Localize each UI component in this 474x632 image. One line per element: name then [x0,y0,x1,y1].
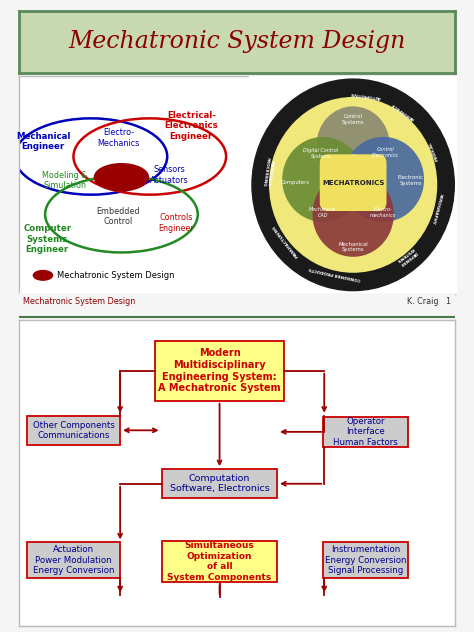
Text: Computers: Computers [281,180,310,185]
Text: Modern
Multidisciplinary
Engineering System:
A Mechatronic System: Modern Multidisciplinary Engineering Sys… [158,348,281,393]
Text: Simultaneous
Optimization
of all
System Components: Simultaneous Optimization of all System … [167,542,272,581]
FancyBboxPatch shape [323,542,408,578]
Ellipse shape [324,167,383,198]
Text: Control
Electronics: Control Electronics [372,147,399,157]
Text: AEROSPACE: AEROSPACE [391,101,415,120]
Text: Mechatronic System Design: Mechatronic System Design [23,298,136,307]
FancyBboxPatch shape [155,341,284,401]
Text: Embedded
Control: Embedded Control [97,207,140,226]
Text: Control
Systems: Control Systems [342,114,365,125]
Text: Other Components
Communications: Other Components Communications [33,421,114,440]
FancyBboxPatch shape [323,416,408,447]
Circle shape [282,137,364,222]
Circle shape [343,137,424,222]
Text: Controls
Engineer: Controls Engineer [158,214,194,233]
Text: AUTOMOTIVE: AUTOMOTIVE [349,91,381,99]
Circle shape [33,270,53,280]
FancyBboxPatch shape [27,416,120,445]
Text: MECHATRONICS: MECHATRONICS [322,179,384,186]
Text: Sensors
Actuators: Sensors Actuators [150,166,189,185]
Circle shape [312,172,394,257]
Text: XEROGRAPHY: XEROGRAPHY [431,192,443,224]
Text: Mechanical
CAD: Mechanical CAD [309,207,337,217]
Text: Mechanical
Systems: Mechanical Systems [338,241,368,252]
Text: Operator
Interface
Human Factors: Operator Interface Human Factors [333,417,398,447]
Text: Instrumentation
Energy Conversion
Signal Processing: Instrumentation Energy Conversion Signal… [325,545,406,575]
Circle shape [252,79,454,291]
Text: MANUFACTURING: MANUFACTURING [271,224,299,258]
Text: Electrical-
Electronics
Engineer: Electrical- Electronics Engineer [164,111,218,141]
Text: Mechatronic System Design: Mechatronic System Design [57,271,175,280]
Circle shape [270,97,437,272]
Text: Electro-
mechanics: Electro- mechanics [370,207,396,217]
Circle shape [317,106,390,183]
Text: CONSUMER PRODUCTS: CONSUMER PRODUCTS [309,266,362,281]
Text: Computation
Software, Electronics: Computation Software, Electronics [170,474,269,494]
FancyBboxPatch shape [162,469,277,498]
Text: DEFENSE
SYSTEMS: DEFENSE SYSTEMS [395,246,418,266]
Ellipse shape [338,154,368,211]
Text: K. Craig   1: K. Craig 1 [407,298,451,307]
Text: Electronic
Systems: Electronic Systems [398,175,423,186]
Text: MATERIALS
PROCESSING: MATERIALS PROCESSING [261,157,274,188]
Text: Modeling &
Simulation: Modeling & Simulation [42,171,87,190]
Text: Mechatronic System Design: Mechatronic System Design [68,30,406,53]
Text: Actuation
Power Modulation
Energy Conversion: Actuation Power Modulation Energy Conver… [33,545,114,575]
Text: Digital Control
Systems: Digital Control Systems [303,148,338,159]
Text: Electro-
Mechanics: Electro- Mechanics [97,128,139,148]
FancyBboxPatch shape [320,154,386,211]
FancyBboxPatch shape [27,542,120,578]
Circle shape [94,164,148,191]
Text: Computer
Systems
Engineer: Computer Systems Engineer [23,224,72,254]
Text: MEDICAL: MEDICAL [428,140,439,161]
FancyBboxPatch shape [162,541,277,582]
Text: Mechanical
Engineer: Mechanical Engineer [16,131,70,151]
